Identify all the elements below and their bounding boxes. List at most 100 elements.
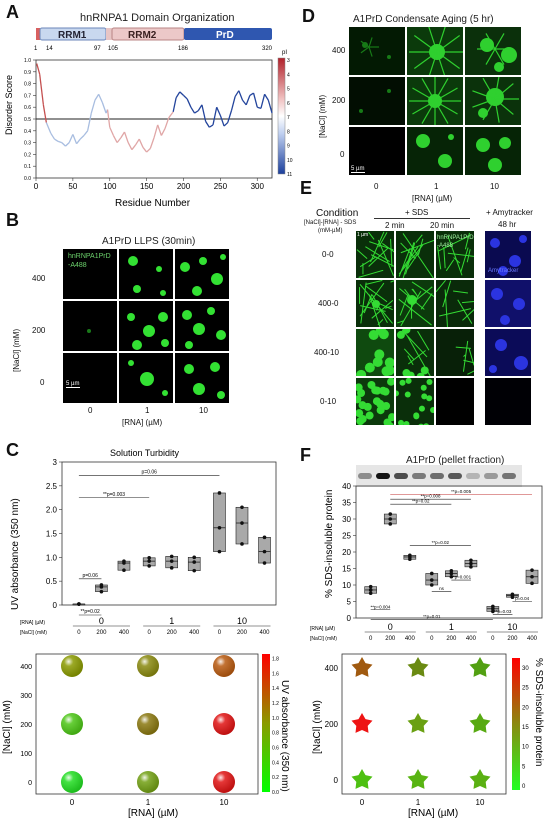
b-micrograph-cell xyxy=(118,300,174,352)
b-row-label-200: 200 xyxy=(32,326,46,335)
f-point xyxy=(469,558,473,563)
disorder-plot-area: 0.0 0.1 0.2 0.3 0.4 0.5 0.6 0.7 0.8 0.9 1.0 0 50 100 1… xyxy=(24,58,273,191)
fmap-frame xyxy=(341,653,507,795)
cmap-colorbar-tick: 0.4 xyxy=(272,760,279,766)
f-gel-band xyxy=(394,473,408,479)
f-point xyxy=(469,561,473,566)
a-y-tick-label: 0.6 xyxy=(24,105,31,111)
domain-tick-320: 320 xyxy=(262,46,273,52)
a-disorder-segment xyxy=(201,104,207,122)
cmap-bubble-shine xyxy=(61,771,83,793)
d-row-label-0: 0 xyxy=(340,150,345,159)
e-micrograph-cell xyxy=(395,230,435,279)
fmap-y-tick-label: 200 xyxy=(325,720,339,729)
d-micrograph-cell xyxy=(464,126,522,176)
b-col-label-1: 1 xyxy=(145,406,150,415)
f-gel-band xyxy=(484,473,498,479)
panel-label-e: E xyxy=(300,178,313,198)
f-y-axis-label: % SDS-insoluble protein xyxy=(324,490,335,598)
f-gel-title: A1PrD (pellet fraction) xyxy=(406,455,505,466)
f-point xyxy=(469,565,473,569)
domain-label-rrm1: RRM1 xyxy=(58,30,87,41)
f-sig-7-label: **p=0.001 xyxy=(451,575,471,580)
f-gel-band xyxy=(430,473,444,479)
f-y-tick-label: 20 xyxy=(342,548,351,557)
cmap-bubble-shine xyxy=(137,713,159,735)
pi-colorbar-tick: 8 xyxy=(287,129,290,135)
c-table-nacl-value: 400 xyxy=(260,630,271,636)
e-micrograph-cell xyxy=(435,377,475,426)
f-point xyxy=(449,574,454,579)
f-point xyxy=(491,609,495,614)
a-disorder-segment xyxy=(190,106,196,114)
f-table-nacl-value: 400 xyxy=(466,636,477,642)
fmap-star xyxy=(407,657,429,677)
cmap-bubble-shine xyxy=(61,655,83,677)
fmap-colorbar-tick: 15 xyxy=(522,725,529,731)
f-gel-band xyxy=(448,473,462,479)
a-disorder-segment xyxy=(194,110,199,114)
b-y-axis-label: [NaCl] (mM) xyxy=(12,328,21,372)
b-micrograph-cell xyxy=(118,352,174,404)
cmap-frame xyxy=(35,653,259,795)
e-amytracker-overlay: Amytracker xyxy=(488,268,519,274)
cmap-bubble-shine xyxy=(137,771,159,793)
a-disorder-segment xyxy=(264,93,269,101)
fmap-x-axis-label: [RNA] (µM) xyxy=(408,808,458,819)
cmap-y-tick-label: 400 xyxy=(20,664,32,671)
b-micrograph-cell xyxy=(62,300,118,352)
f-y-tick-label: 40 xyxy=(342,482,351,491)
e-micrograph-cell xyxy=(355,328,395,377)
fmap-colorbar-tick: 5 xyxy=(522,764,526,770)
a-disorder-segment xyxy=(79,135,85,140)
cmap-y-tick-label: 300 xyxy=(20,693,32,700)
pi-colorbar-tick: 6 xyxy=(287,101,290,107)
c-sig-4-label: **p=0.02 xyxy=(80,609,100,615)
a-disorder-segment xyxy=(90,99,96,114)
c-point xyxy=(122,559,126,563)
a-disorder-segment xyxy=(127,142,133,150)
e-row-0-0: 0-0 xyxy=(322,250,334,259)
b-row-label-0: 0 xyxy=(40,378,45,387)
c-point xyxy=(262,561,267,565)
domain-tick-186: 186 xyxy=(178,46,189,52)
e-micrograph-cell xyxy=(435,230,475,279)
cmap-y-axis-label: [NaCl] (mM) xyxy=(2,700,13,754)
a-y-tick-label: 0.8 xyxy=(24,82,31,88)
panel-b-micrograph-grid: hnRNPA1PrD -A488 5 µm xyxy=(62,248,230,404)
e-amytracker-heading: + Amytracker xyxy=(486,208,533,217)
b-col-label-10: 10 xyxy=(199,406,208,415)
cmap-y-tick-label: 100 xyxy=(20,751,32,758)
f-table-nacl-label: [NaCl] (mM) xyxy=(310,636,337,642)
b-overlay-label: hnRNPA1PrD -A488 xyxy=(68,253,111,269)
d-row-label-400: 400 xyxy=(332,46,346,55)
a-disorder-segment xyxy=(50,132,55,140)
f-gel-band xyxy=(502,473,516,479)
f-point xyxy=(510,592,515,597)
domain-tick-105: 105 xyxy=(108,46,119,52)
c-point xyxy=(217,491,222,495)
a-disorder-segment xyxy=(45,122,52,134)
b-micrograph-cell xyxy=(174,248,230,300)
f-gel-band xyxy=(466,473,480,479)
c-point xyxy=(192,555,197,560)
f-table-nacl-value: 200 xyxy=(446,636,457,642)
d-col-label-10: 10 xyxy=(490,182,499,191)
domain-label-rrm2: RRM2 xyxy=(128,30,157,41)
c-box xyxy=(213,492,226,552)
f-point xyxy=(429,578,434,582)
fmap-star xyxy=(407,769,429,789)
a-y-tick-label: 0.2 xyxy=(24,152,31,158)
cmap-colorbar-tick: 1.4 xyxy=(272,686,279,692)
e-sds-heading: + SDS xyxy=(405,208,429,217)
f-table-rna-group: 10 xyxy=(507,622,517,632)
pi-colorbar-label: pI xyxy=(282,50,287,56)
e-micrograph-cell xyxy=(395,328,435,377)
f-point xyxy=(368,584,373,589)
a-disorder-segment xyxy=(57,140,63,144)
d-scale-bar: 5 µm xyxy=(351,166,365,173)
pi-colorbar-tick: 9 xyxy=(287,144,290,150)
c-y-tick-label: 2.5 xyxy=(46,482,58,491)
fmap-star xyxy=(407,713,429,733)
f-sig-6-label: ns xyxy=(439,586,445,591)
